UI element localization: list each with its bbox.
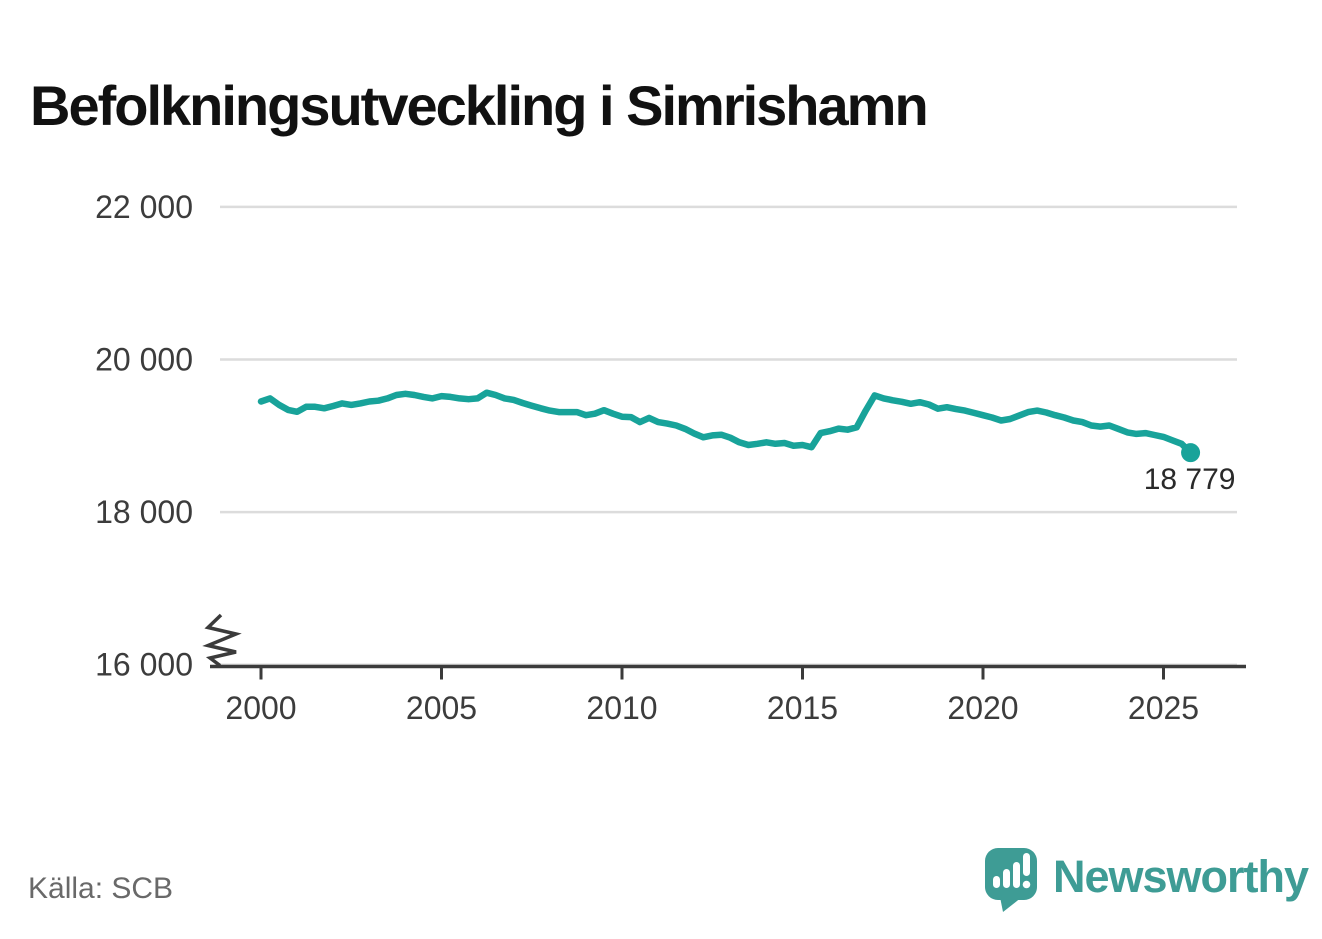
newsworthy-wordmark: Newsworthy: [1053, 851, 1309, 902]
logo-exclamation-bar: [1023, 853, 1030, 876]
y-axis-labels: 16 000 18 000 20 000 22 000: [95, 189, 193, 683]
newsworthy-brand: Newsworthy: [985, 848, 1309, 914]
logo-exclamation-dot: [1022, 880, 1031, 889]
logo-bubble-tail: [1000, 897, 1022, 912]
gridlines: [220, 205, 1237, 666]
y-tick-label: 18 000: [95, 494, 193, 530]
x-axis-labels: 2000 2005 2010 2015 2020 2025: [225, 690, 1199, 726]
x-tick-label: 2000: [225, 690, 296, 726]
x-tick-label: 2005: [406, 690, 477, 726]
end-value-text: 18 779: [1144, 463, 1236, 496]
end-point-dot: [1181, 443, 1201, 463]
axis-break-zigzag: [202, 613, 242, 667]
end-value-label: 18 779: [1144, 463, 1236, 496]
x-tick-label: 2020: [947, 690, 1018, 726]
y-axis-break-icon: [202, 613, 242, 667]
y-tick-label: 20 000: [95, 342, 193, 378]
newsworthy-logo-icon: [985, 848, 1037, 912]
y-tick-label: 22 000: [95, 189, 193, 225]
logo-bar-tall: [1013, 862, 1020, 888]
logo-bar-short: [993, 876, 1000, 888]
page-title: Befolkningsutveckling i Simrishamn: [30, 73, 929, 137]
logo-bar-medium: [1003, 869, 1010, 888]
x-tick-label: 2015: [767, 690, 838, 726]
y-tick-label: 16 000: [95, 647, 193, 683]
x-tick-label: 2010: [586, 690, 657, 726]
population-line: [257, 389, 1194, 456]
source-note: Källa: SCB: [28, 872, 174, 905]
population-series: [257, 389, 1201, 463]
x-tick-label: 2025: [1128, 690, 1199, 726]
x-axis: [210, 664, 1246, 680]
